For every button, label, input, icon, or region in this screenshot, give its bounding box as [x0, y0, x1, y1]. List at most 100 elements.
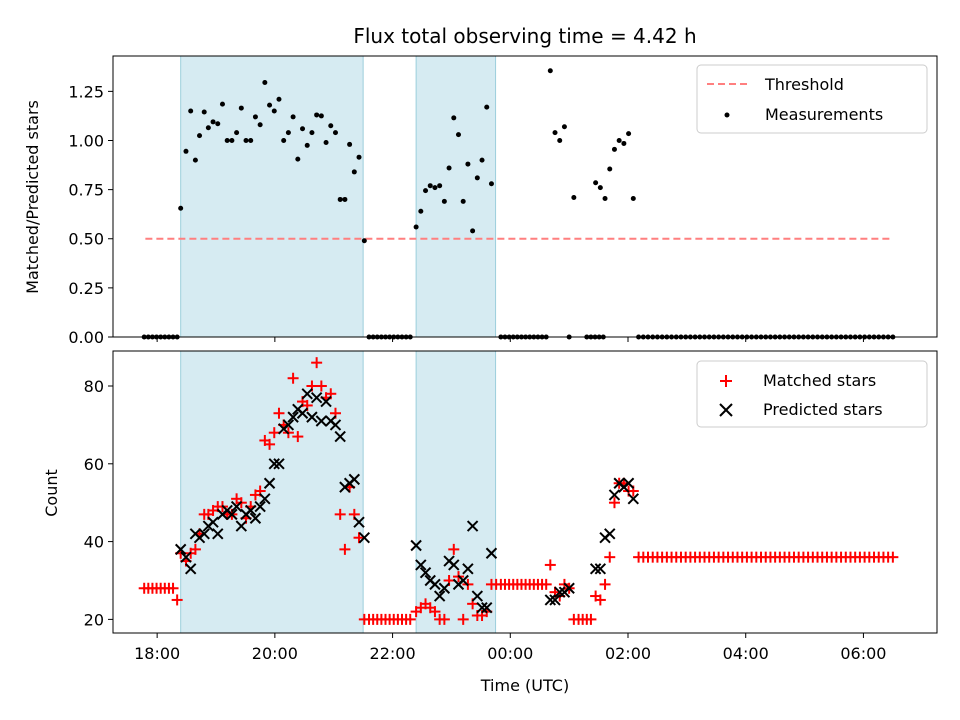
measurement-point: [328, 123, 334, 129]
predicted-point: [310, 391, 323, 404]
legend-predicted-label: Predicted stars: [763, 400, 883, 419]
measurement-point: [593, 180, 599, 186]
predicted-point: [184, 563, 197, 575]
predicted-point: [180, 551, 192, 563]
measurement-point: [197, 133, 203, 139]
predicted-point: [230, 500, 243, 513]
matched-point: [438, 613, 450, 625]
predicted-point: [410, 539, 422, 552]
x-tick-label: 20:00: [252, 644, 298, 663]
x-tick-label: 06:00: [840, 644, 886, 663]
y-axis-label: Count: [42, 469, 61, 517]
measurement-point: [342, 196, 348, 202]
y-axis-ticks: 20 40 60 80: [84, 377, 113, 629]
matched-point: [544, 559, 556, 571]
measurement-point: [300, 126, 306, 132]
measurement-point: [484, 104, 490, 110]
predicted-point: [226, 508, 238, 521]
predicted-point: [268, 458, 280, 470]
predicted-point: [174, 543, 187, 556]
observing-window: [180, 350, 364, 634]
measurement-point: [257, 122, 263, 128]
measurement-point: [611, 146, 617, 152]
measurement-point: [188, 108, 194, 114]
x-axis-ticks: 18:00 20:00 22:00 00:00 02:00 04:00 06:00: [134, 633, 886, 663]
measurement-point: [309, 130, 315, 136]
measurement-point: [271, 108, 277, 114]
predicted-point: [466, 520, 479, 532]
measurement-point: [413, 224, 419, 230]
measurement-point: [183, 148, 189, 154]
predicted-point: [622, 477, 635, 489]
x-tick-label: 04:00: [723, 644, 769, 663]
measurement-point: [314, 112, 320, 118]
matched-point: [540, 578, 552, 590]
observing-window: [180, 55, 364, 338]
x-tick-label: 18:00: [134, 644, 180, 663]
measurement-point: [488, 181, 494, 187]
measurement-point: [446, 165, 452, 171]
y-axis-ticks: 0.00 0.25 0.50 0.75 1.00 1.25: [68, 82, 113, 347]
measurement-point: [451, 115, 457, 121]
measurement-point: [630, 195, 636, 201]
predicted-point: [259, 493, 271, 505]
matched-point: [334, 508, 346, 520]
predicted-point: [438, 582, 451, 594]
measurement-point: [356, 154, 362, 160]
predicted-point: [471, 590, 484, 602]
matched-point: [429, 606, 441, 618]
matched-point: [404, 613, 416, 625]
measurement-point: [437, 183, 443, 189]
observing-window: [415, 350, 497, 634]
x-axis-ticks: [156, 337, 864, 342]
predicted-point: [254, 500, 266, 513]
legend-matched-label: Matched stars: [763, 371, 876, 390]
measurement-point: [557, 137, 563, 143]
measurement-point: [602, 195, 608, 201]
chart-title: Flux total observing time = 4.42 h: [353, 24, 696, 48]
predicted-point: [604, 528, 616, 540]
measurement-point: [285, 130, 291, 136]
predicted-point: [448, 559, 460, 571]
measurement-point: [427, 183, 433, 189]
predicted-point: [589, 563, 602, 575]
predicted-point: [212, 528, 224, 540]
x-tick-label: 22:00: [370, 644, 416, 663]
y-tick-label: 40: [84, 533, 104, 552]
matched-point: [448, 543, 460, 555]
measurement-point: [423, 188, 429, 194]
matched-point: [604, 551, 616, 563]
predicted-point: [263, 477, 276, 489]
legend-measurement-marker: [724, 112, 730, 118]
predicted-point: [476, 602, 488, 614]
predicted-point: [433, 590, 446, 602]
measurement-point: [474, 175, 480, 181]
matched-point: [167, 582, 179, 594]
measurement-point: [238, 105, 244, 111]
predicted-point: [563, 582, 575, 594]
measurement-point: [332, 130, 338, 136]
measurement-point: [616, 137, 622, 143]
measurement-point: [234, 130, 240, 136]
y-tick-label: 60: [84, 455, 104, 474]
predicted-point: [485, 547, 498, 559]
predicted-point: [462, 563, 474, 575]
predicted-point: [608, 489, 621, 501]
measurement-point: [626, 131, 632, 137]
matched-point: [264, 438, 276, 450]
observing-windows: [180, 350, 497, 634]
measurement-point: [351, 169, 357, 175]
measurement-point: [304, 142, 310, 148]
predicted-point: [320, 395, 332, 408]
axes-frame: [112, 350, 938, 634]
y-tick-label: 1.25: [68, 82, 104, 101]
measurement-point: [597, 185, 603, 191]
measurement-point: [205, 125, 211, 131]
matched-point: [585, 613, 597, 625]
measurement-point: [571, 194, 577, 200]
matched-point: [594, 594, 606, 606]
measurement-point: [276, 96, 282, 102]
legend-matched-marker: [720, 375, 732, 387]
measurement-point: [295, 156, 301, 162]
